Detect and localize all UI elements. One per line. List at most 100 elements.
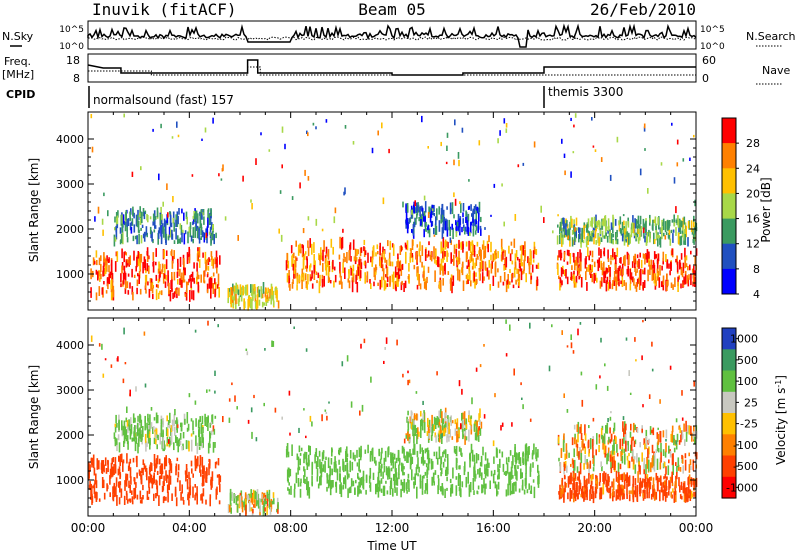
range-cell xyxy=(514,253,517,265)
range-cell xyxy=(197,213,199,224)
range-cell xyxy=(203,216,205,225)
range-cell xyxy=(104,258,107,267)
range-cell xyxy=(177,440,179,453)
range-cell xyxy=(155,274,158,281)
range-cell xyxy=(152,261,155,273)
range-cell xyxy=(159,271,161,278)
range-cell xyxy=(673,222,676,227)
range-cell xyxy=(576,262,579,271)
range-cell xyxy=(593,216,596,224)
range-cell xyxy=(431,208,434,211)
range-cell xyxy=(644,148,646,151)
range-cell xyxy=(477,221,480,231)
range-cell xyxy=(344,267,346,279)
range-cell xyxy=(326,415,328,421)
range-cell xyxy=(160,123,162,129)
range-cell xyxy=(319,260,321,266)
range-cell xyxy=(392,244,395,256)
range-cell xyxy=(244,492,247,501)
range-cell xyxy=(569,475,571,485)
range-cell xyxy=(333,461,336,473)
range-cell xyxy=(164,220,167,232)
range-cell xyxy=(159,432,162,445)
range-cell xyxy=(476,491,479,495)
range-cell xyxy=(206,274,209,278)
range-cell xyxy=(131,218,134,226)
range-cell xyxy=(354,487,356,495)
range-cell xyxy=(486,458,489,469)
range-cell xyxy=(650,462,652,473)
range-cell xyxy=(442,237,445,248)
range-cell xyxy=(444,423,447,428)
range-cell xyxy=(687,277,690,287)
range-cell xyxy=(129,211,131,218)
range-cell xyxy=(385,466,388,475)
range-cell xyxy=(584,446,586,455)
range-cell xyxy=(100,462,103,470)
range-cell xyxy=(132,206,134,216)
range-cell xyxy=(669,450,672,458)
range-cell xyxy=(520,254,523,267)
range-cell xyxy=(181,484,183,494)
range-cell xyxy=(560,489,562,498)
range-cell xyxy=(610,411,612,414)
range-cell xyxy=(678,425,680,430)
range-cell xyxy=(416,213,418,219)
range-cell xyxy=(675,227,677,236)
range-cell xyxy=(473,454,476,462)
range-cell xyxy=(260,498,262,503)
range-cell xyxy=(591,439,594,448)
range-cell xyxy=(644,473,647,484)
range-cell xyxy=(212,425,215,432)
range-cell xyxy=(632,215,634,226)
range-cell xyxy=(311,243,313,255)
range-cell xyxy=(157,434,159,441)
range-cell xyxy=(677,276,679,287)
range-cell xyxy=(685,255,688,261)
range-cell xyxy=(153,426,155,432)
range-cell xyxy=(600,495,603,500)
range-cell xyxy=(559,226,561,235)
range-cell xyxy=(421,115,423,123)
range-cell xyxy=(466,265,468,269)
range-cell xyxy=(419,255,422,263)
range-cell xyxy=(460,241,463,250)
range-cell xyxy=(186,252,189,264)
range-cell xyxy=(115,438,118,445)
range-cell xyxy=(693,265,695,278)
range-cell xyxy=(442,278,444,286)
range-cell xyxy=(141,211,143,224)
range-cell xyxy=(414,473,416,486)
range-cell xyxy=(441,214,444,223)
range-cell xyxy=(292,279,294,284)
range-cell xyxy=(174,426,176,436)
range-cell xyxy=(236,503,239,513)
range-cell xyxy=(476,278,478,284)
range-cell xyxy=(373,281,375,287)
freq-tick-high: 18 xyxy=(66,54,80,67)
range-cell xyxy=(233,493,235,504)
range-cell xyxy=(436,258,439,265)
range-cell xyxy=(604,363,606,367)
range-cell xyxy=(433,234,436,237)
range-cell xyxy=(469,421,471,425)
range-cell xyxy=(201,230,204,238)
range-cell xyxy=(649,218,651,223)
range-cell xyxy=(428,419,431,428)
range-cell xyxy=(551,324,553,328)
range-cell xyxy=(445,412,447,417)
range-cell xyxy=(297,478,300,487)
range-cell xyxy=(139,213,142,225)
range-cell xyxy=(416,486,418,499)
range-cell xyxy=(449,237,452,243)
range-cell xyxy=(671,122,673,126)
range-cell xyxy=(684,439,686,446)
range-cell xyxy=(513,368,515,376)
range-cell xyxy=(201,474,204,487)
range-cell xyxy=(522,245,525,256)
range-cell xyxy=(621,473,624,483)
range-cell xyxy=(609,267,611,277)
range-cell xyxy=(346,446,348,458)
range-cell xyxy=(172,292,174,299)
